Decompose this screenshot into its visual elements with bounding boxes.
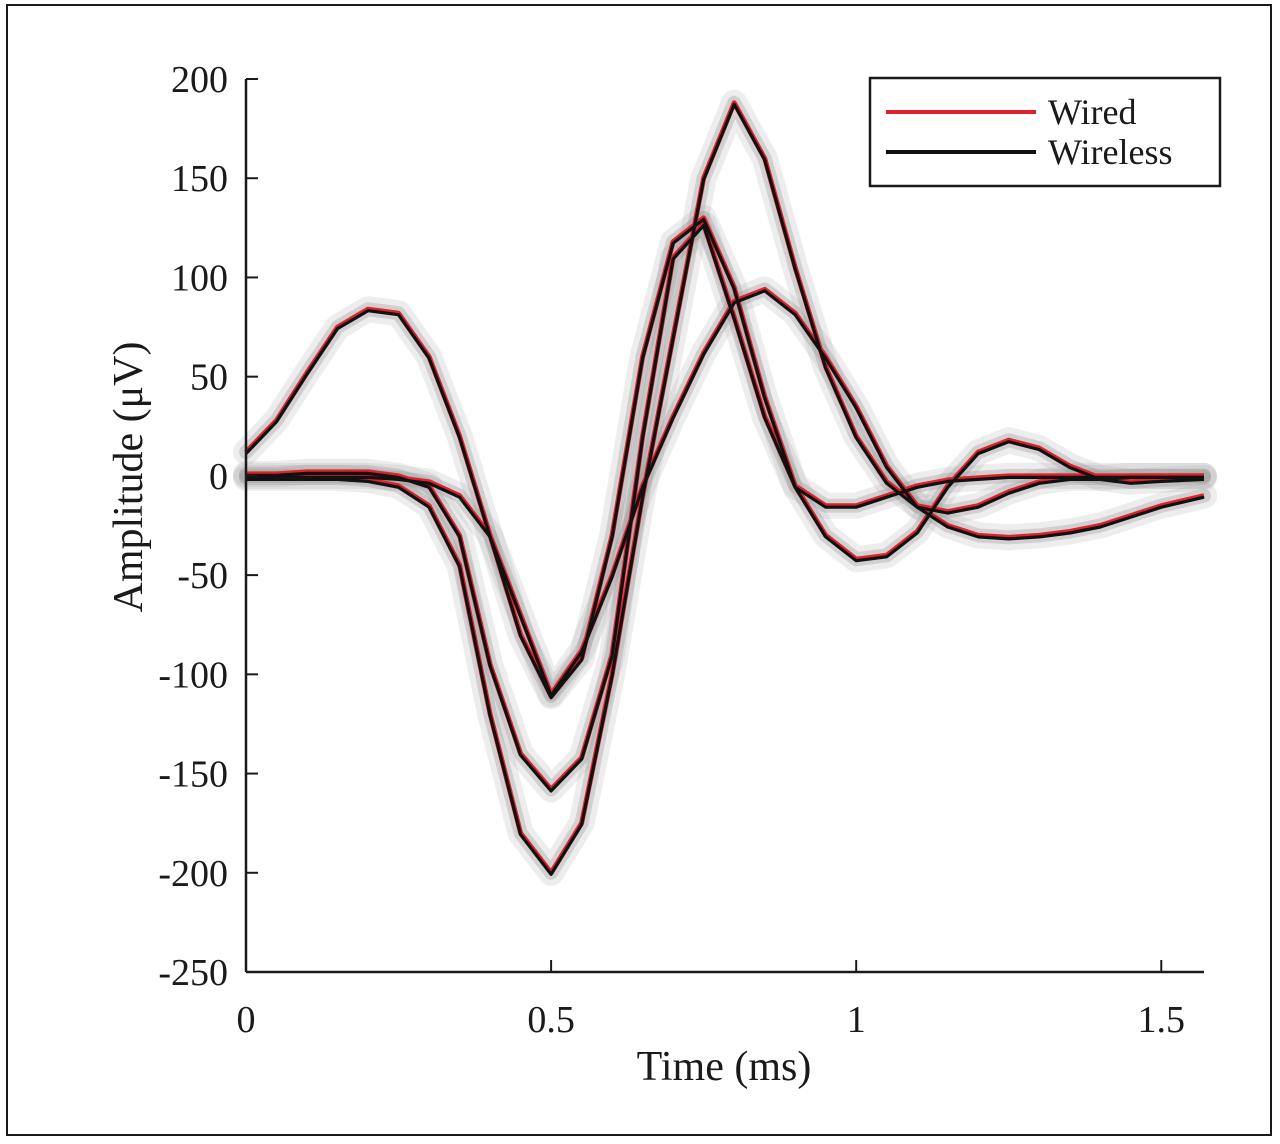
line-wireless-4 — [246, 289, 1205, 698]
y-tick-label: -150 — [158, 754, 228, 796]
y-tick-label: -100 — [158, 654, 228, 696]
y-tick-label: 50 — [190, 357, 228, 399]
y-tick-label: -200 — [158, 853, 228, 895]
legend-box — [868, 76, 1222, 188]
y-tick-label: -50 — [177, 555, 228, 597]
line-wireless-1 — [244, 217, 1205, 700]
x-axis-label: Time (ms) — [637, 1044, 812, 1090]
series-lines — [244, 100, 1205, 876]
y-tick-label: 200 — [171, 59, 228, 101]
y-tick-label: -250 — [158, 952, 228, 994]
y-tick-label: 150 — [171, 158, 228, 200]
x-tick-label: 1.5 — [1138, 999, 1186, 1041]
confidence-bands — [233, 89, 1217, 886]
legend-label-wireless: Wireless — [1048, 132, 1173, 172]
y-tick-label: 100 — [171, 257, 228, 299]
legend-label-wired: Wired — [1048, 92, 1137, 132]
y-axis-label: Amplitude (μV) — [106, 342, 152, 613]
figure-frame — [6, 4, 1272, 1136]
y-tick-label: 0 — [209, 456, 228, 498]
x-tick-label: 1 — [847, 999, 866, 1041]
x-tick-label: 0 — [237, 999, 256, 1041]
x-tick-label: 0.5 — [527, 999, 575, 1041]
legend: Wired Wireless — [868, 76, 1222, 188]
line-wireless-3 — [246, 102, 1204, 876]
